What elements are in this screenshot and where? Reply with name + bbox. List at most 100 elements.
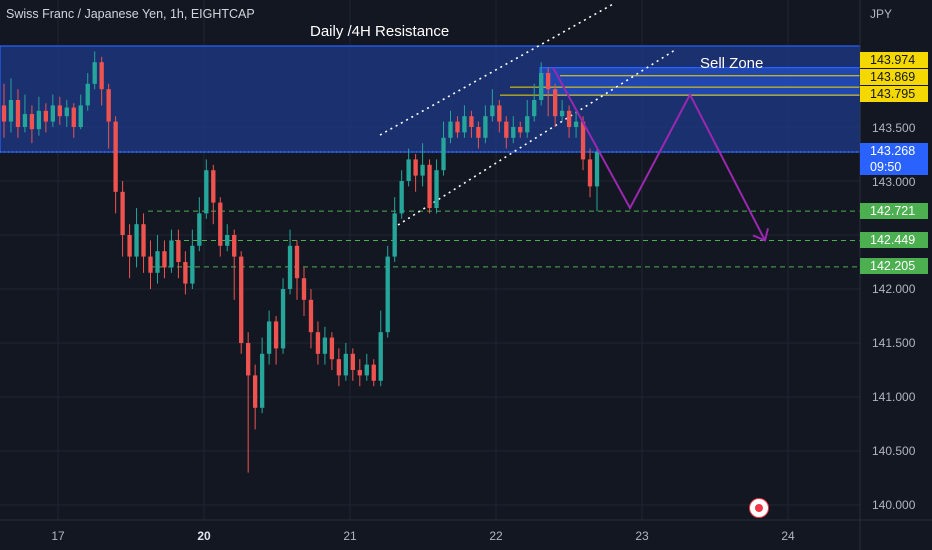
candle-body — [64, 107, 69, 117]
time-tick: 20 — [197, 529, 211, 543]
candle-body — [434, 170, 439, 208]
candle-body — [22, 114, 28, 127]
channel-lower-line — [397, 49, 676, 226]
last-price-badge: 143.268 — [860, 143, 928, 159]
candle-body — [85, 83, 90, 106]
projection-path — [552, 67, 766, 241]
time-tick: 23 — [635, 529, 649, 543]
candle-body — [148, 256, 153, 273]
candle-body — [552, 89, 558, 117]
candle-body — [413, 159, 418, 176]
time-tick: 21 — [343, 529, 357, 543]
candle-body — [141, 224, 146, 257]
candle-body — [594, 152, 600, 187]
candle-body — [455, 121, 460, 133]
currency-label: JPY — [869, 7, 892, 21]
candle-body — [532, 100, 537, 117]
candle-body — [183, 262, 188, 284]
resistance-label: Daily /4H Resistance — [310, 23, 450, 40]
projection-arrowhead — [752, 228, 769, 242]
candle-body — [378, 332, 383, 381]
candle-body — [252, 375, 258, 408]
candle-body — [525, 116, 530, 133]
candle-body — [8, 100, 14, 122]
candle-body — [350, 353, 355, 370]
candle-body — [57, 105, 62, 117]
candle-body — [239, 256, 244, 343]
candle-body — [539, 73, 544, 100]
candle-body — [504, 121, 509, 138]
candle-body — [50, 105, 55, 122]
price-tick: 140.500 — [872, 444, 916, 458]
level-badge-142205: 142.205 — [860, 258, 928, 274]
candle-body — [78, 105, 83, 127]
candle-body — [315, 332, 321, 354]
candle-body — [580, 121, 586, 160]
level-badge-143869: 143.869 — [860, 69, 928, 85]
candle-body — [329, 337, 335, 360]
chart-title: Swiss Franc / Japanese Yen, 1h, EIGHTCAP — [6, 7, 255, 21]
candle-body — [566, 110, 572, 127]
countdown-badge: 09:50 — [860, 159, 928, 175]
candle-body — [518, 127, 523, 133]
candle-body — [462, 116, 467, 133]
candle-body — [106, 89, 111, 122]
candle-body — [287, 245, 293, 289]
candle-body — [490, 105, 495, 117]
price-tick: 140.000 — [872, 498, 916, 512]
candle-body — [573, 121, 579, 127]
candle-body — [294, 245, 300, 279]
candle-body — [559, 110, 565, 117]
candle-body — [36, 110, 42, 130]
candle-body — [357, 370, 362, 376]
candle-body — [197, 213, 202, 246]
candle-body — [343, 353, 349, 376]
candle-body — [211, 170, 216, 203]
price-tick: 141.500 — [872, 336, 916, 350]
level-badge-142721: 142.721 — [860, 203, 928, 219]
candle-body — [113, 121, 118, 192]
candle-body — [406, 159, 411, 181]
price-tick: 142.000 — [872, 282, 916, 296]
candle-body — [176, 240, 181, 262]
candle-body — [225, 235, 230, 246]
candle-body — [99, 62, 104, 90]
candle-body — [232, 235, 237, 257]
candle-body — [266, 321, 272, 354]
candle-body — [497, 105, 502, 122]
sell-zone-label: Sell Zone — [700, 55, 764, 72]
candle-body — [204, 170, 209, 214]
candle-body — [120, 191, 125, 235]
candle-body — [511, 127, 516, 138]
candle-body — [308, 299, 314, 333]
resistance-zone — [0, 45, 861, 153]
candle-body — [43, 110, 49, 122]
candle-body — [469, 116, 474, 127]
candle-body — [371, 364, 376, 381]
price-tick: 143.500 — [872, 121, 916, 135]
time-tick: 22 — [489, 529, 503, 543]
time-tick: 17 — [51, 529, 65, 543]
candle-body — [1, 105, 7, 122]
price-tick: 143.000 — [872, 175, 916, 189]
candle-body — [448, 121, 453, 138]
candle-body — [336, 359, 342, 376]
candle-body — [246, 343, 251, 376]
candle-body — [399, 181, 404, 214]
price-tick: 141.000 — [872, 390, 916, 404]
candle-body — [483, 116, 488, 138]
candle-body — [280, 289, 286, 349]
candle-body — [169, 240, 174, 268]
candle-body — [364, 364, 369, 376]
candle-body — [392, 213, 397, 257]
candle-body — [134, 224, 139, 257]
candle-body — [427, 164, 432, 208]
level-badge-142449: 142.449 — [860, 232, 928, 248]
target-icon[interactable] — [749, 498, 769, 518]
candle-body — [71, 107, 76, 127]
candle-body — [162, 251, 167, 268]
candle-body — [127, 235, 132, 257]
candle-body — [218, 202, 223, 246]
level-badge-143795: 143.795 — [860, 86, 928, 102]
